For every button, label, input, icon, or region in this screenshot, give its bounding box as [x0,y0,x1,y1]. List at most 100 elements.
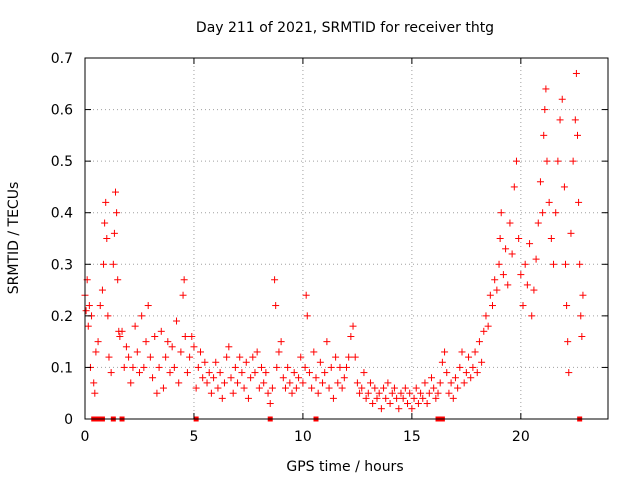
data-point [255,384,263,392]
y-axis-label: SRMTID / TECUs [6,182,22,295]
data-point [179,291,187,299]
data-point [85,302,93,310]
data-point [451,374,459,382]
data-point [496,235,504,242]
data-point [295,374,303,382]
data-point [541,106,549,114]
data-point [96,302,104,310]
data-point [473,369,481,377]
y-tick-label: 0.5 [51,154,73,170]
data-point [436,379,444,387]
data-point [310,348,318,356]
data-point [98,286,106,294]
data-point [471,348,479,356]
data-point [569,157,577,165]
data-point [133,348,141,356]
data-point [478,358,486,366]
data-point [458,348,466,356]
data-point [109,260,117,268]
data-point [205,369,213,377]
data-point [417,389,425,397]
data-point [438,358,446,366]
data-point [122,343,130,351]
data-point [523,281,531,289]
data-point [183,369,191,377]
data-point [159,384,167,392]
data-point [180,276,188,284]
data-point [519,302,527,310]
data-point [467,374,475,382]
x-tick-label: 20 [512,429,530,445]
data-point [493,286,501,294]
data-point [545,198,553,206]
data-point [102,198,110,206]
data-point [142,338,150,346]
data-point [157,327,165,335]
data-point [380,384,388,392]
data-point [207,389,215,397]
data-point [441,348,449,356]
data-point [484,322,492,330]
tick-labels: 0 5 10 15 20 0 0.1 0.2 0.3 0.4 0.5 0.6 0.7 [51,51,530,445]
y-tick-label: 0.3 [51,257,73,273]
data-point [321,369,329,377]
data-point [399,394,407,402]
data-point [220,379,228,387]
data-point [530,286,538,294]
data-point [277,338,285,346]
x-tick-label: 0 [81,429,90,445]
data-point [482,312,490,320]
x-tick-label: 15 [403,429,421,445]
data-point [144,302,152,310]
x-tick-label: 5 [189,429,198,445]
data-point [460,379,468,387]
data-point [149,374,157,382]
data-point [273,363,281,371]
data-point [425,389,433,397]
data-point [510,183,518,191]
data-point [100,260,108,268]
data-point [173,317,181,325]
data-point [94,338,102,346]
data-point [297,353,305,361]
data-point [90,379,98,387]
data-point [579,291,587,299]
data-point [382,394,390,402]
data-point [329,394,337,402]
data-point [236,353,244,361]
data-point [517,271,525,279]
data-point [384,379,392,387]
y-tick-label: 0.4 [51,206,73,222]
data-point [508,250,516,258]
data-point [225,343,233,351]
data-point [251,369,259,377]
data-point [571,116,579,124]
data-point [340,374,348,382]
data-point [419,394,427,402]
data-point [395,405,403,413]
data-point [199,374,207,382]
data-point [558,95,566,103]
data-point [140,363,148,371]
data-point [406,389,414,397]
data-point [469,363,477,371]
data-point [188,332,196,340]
data-point [515,235,523,242]
data-point [556,116,564,124]
data-point [138,312,146,320]
data-point [447,379,455,387]
data-point [401,384,409,392]
data-point [512,157,520,165]
data-point [129,363,137,371]
data-point [572,69,580,77]
data-point [449,394,457,402]
data-point [175,379,183,387]
data-point [91,389,99,397]
data-point [164,338,172,346]
data-point [151,332,159,340]
data-point [489,302,497,310]
data-point [238,369,246,377]
chart-title: Day 211 of 2021, SRMTID for receiver tht… [196,20,494,36]
data-point [432,394,440,402]
data-point [504,281,512,289]
